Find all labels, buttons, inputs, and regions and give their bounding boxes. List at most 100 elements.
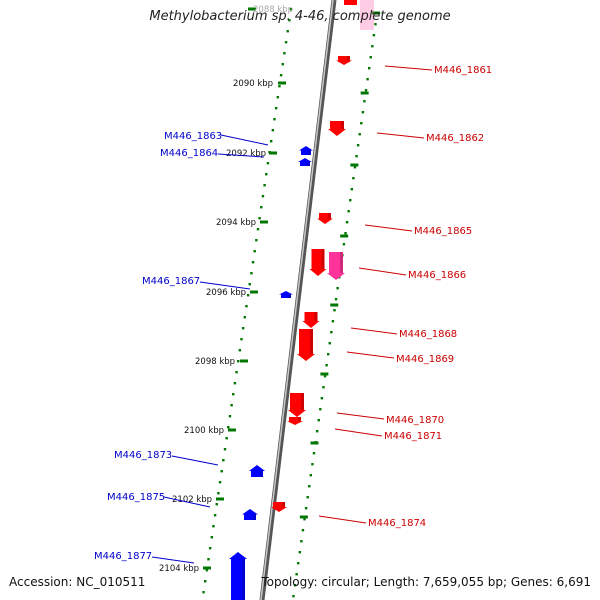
inner-tick <box>372 11 381 15</box>
forward-gene-arrow-shade <box>310 329 313 354</box>
kbp-tick <box>240 359 248 363</box>
forward-gene-arrow-body <box>327 252 345 280</box>
track-dot <box>322 386 325 389</box>
track-dot <box>205 569 209 572</box>
track-dot <box>374 23 377 26</box>
track-dot <box>213 514 217 517</box>
kbp-tick <box>260 220 268 224</box>
track-dot <box>227 426 230 429</box>
kbp-tick <box>278 81 286 85</box>
reverse-gene-arrow <box>299 146 313 155</box>
kbp-tick-label: 2096 kbp <box>206 288 246 298</box>
kbp-tick-label: 2094 kbp <box>216 218 256 228</box>
track-dot <box>228 415 232 418</box>
reverse-gene-leader <box>163 496 211 508</box>
forward-gene-arrow-body <box>297 329 315 361</box>
track-dot <box>303 518 306 521</box>
kbp-tick-label: 2092 kbp <box>226 149 266 159</box>
forward-gene-arrow <box>302 312 320 328</box>
forward-gene-arrow-body <box>317 213 333 224</box>
track-dot <box>263 184 266 187</box>
forward-gene-arrow <box>336 56 352 65</box>
kbp-tick-label: 2090 kbp <box>233 79 273 89</box>
inner-tick <box>340 234 349 238</box>
reverse-gene-label: M446_1875 <box>107 492 165 503</box>
track-dot <box>232 393 235 396</box>
reverse-gene-arrow-body <box>298 158 312 166</box>
track-dot <box>220 470 223 473</box>
track-dot <box>278 85 281 88</box>
track-dot <box>218 481 222 484</box>
track-dot <box>301 529 305 532</box>
track-dot <box>204 580 207 583</box>
reverse-gene-arrow <box>249 465 265 477</box>
track-dot <box>225 437 228 440</box>
track-dot <box>240 338 243 341</box>
forward-gene-label: M446_1874 <box>368 518 426 529</box>
track-dot <box>217 492 220 495</box>
track-dot <box>317 419 320 422</box>
track-dot <box>260 206 263 209</box>
track-dot <box>315 430 319 433</box>
track-dot <box>286 30 289 33</box>
axis-line <box>259 0 337 600</box>
track-dot <box>270 140 273 143</box>
forward-gene-arrow-body <box>288 393 306 417</box>
reverse-gene-arrow-body <box>242 509 258 520</box>
genome-axis <box>259 0 337 600</box>
forward-gene-label: M446_1868 <box>399 329 457 340</box>
track-dot <box>349 199 352 202</box>
forward-gene-leader <box>376 132 425 139</box>
reverse-gene-arrow-body <box>249 465 265 477</box>
track-dot <box>295 573 298 576</box>
forward-gene-arrow <box>288 393 306 417</box>
track-dot <box>333 309 336 312</box>
gene-features <box>229 0 374 600</box>
reverse-gene-arrow-body <box>299 146 313 155</box>
track-dot <box>273 118 276 121</box>
track-dot <box>271 129 275 132</box>
track-dot <box>237 360 240 363</box>
track-dot <box>298 551 301 554</box>
track-dot <box>292 595 295 598</box>
forward-gene-leader <box>336 412 385 420</box>
reverse-gene-label: M446_1867 <box>142 276 200 287</box>
reverse-gene-leader <box>199 281 251 290</box>
inner-tick <box>320 372 329 376</box>
forward-gene-arrow-shade <box>282 502 285 507</box>
kbp-tick <box>228 428 236 432</box>
track-dot <box>309 474 313 477</box>
inner-tick <box>360 91 369 95</box>
forward-gene-label: M446_1866 <box>408 270 466 281</box>
track-dot <box>297 562 300 565</box>
forward-gene-arrow <box>297 329 315 361</box>
reverse-gene-arrow-shade <box>253 514 256 520</box>
forward-gene-arrow-shade <box>301 393 304 410</box>
track-dot <box>330 331 333 334</box>
reverse-gene-leader <box>151 556 195 564</box>
forward-gene-arrow-shade <box>298 417 301 421</box>
reverse-gene-leader <box>171 455 219 466</box>
forward-gene-arrow-body <box>309 249 327 276</box>
track-dot <box>350 188 354 191</box>
track-dot <box>364 89 368 92</box>
track-dot <box>345 221 349 224</box>
track-dot <box>306 496 309 499</box>
kbp-tick <box>250 290 258 294</box>
track-dot <box>360 122 363 125</box>
reverse-gene-label: M446_1864 <box>160 148 218 159</box>
track-dot <box>353 166 357 169</box>
forward-gene-arrow-body <box>328 121 346 136</box>
reverse-gene-arrow <box>229 552 247 600</box>
gene-labels: M446_1863 M446_1864 M446_1867 M446_1873 M446… <box>94 65 492 564</box>
kbp-tick <box>269 151 277 155</box>
genome-title: Methylobacterium sp. 4-46, complete geno… <box>149 9 451 24</box>
track-dot <box>347 210 350 213</box>
forward-gene-arrow-partial <box>344 0 357 5</box>
forward-gene-arrow <box>328 121 346 136</box>
forward-gene-leader <box>318 515 367 524</box>
kbp-tick-label: 2100 kbp <box>184 426 224 436</box>
reverse-gene-arrow-body <box>229 552 247 600</box>
track-dot <box>238 349 242 352</box>
track-dot <box>311 463 314 466</box>
